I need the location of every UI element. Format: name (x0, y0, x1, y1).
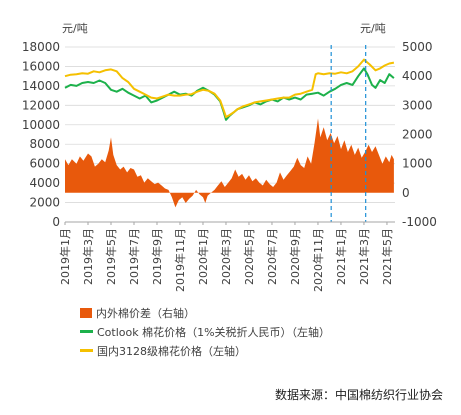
x-tick-label: 2019年9月 (150, 228, 164, 285)
x-tick-label: 2019年1月 (58, 228, 72, 285)
left-tick-label: 12000 (22, 98, 60, 112)
x-tick-label: 2020年7月 (265, 228, 279, 285)
x-tick-label: 2020年11月 (311, 228, 325, 292)
right-tick-label: 3000 (402, 98, 433, 112)
price-spread-area-layer (65, 118, 394, 208)
x-tick-label: 2020年5月 (242, 228, 256, 285)
x-tick-label: 2019年11月 (173, 228, 187, 292)
x-tick-label: 2020年9月 (288, 228, 302, 285)
legend-item-cotlook: Cotlook 棉花价格（1%关税折人民币）（左轴） (80, 323, 330, 342)
legend-swatch-cotlook (80, 330, 93, 333)
legend-label-domestic: 国内3128级棉花价格（左轴） (97, 345, 246, 358)
right-tick-label: -1000 (402, 215, 437, 229)
right-tick-label: 5000 (402, 40, 433, 54)
x-tick-label: 2019年7月 (127, 228, 141, 285)
legend-label-spread: 内外棉价差（右轴） (96, 307, 195, 320)
right-tick-label: 1000 (402, 157, 433, 171)
x-tick-label: 2021年3月 (357, 228, 371, 285)
left-tick-label: 16000 (22, 59, 60, 73)
reference-lines-layer (330, 45, 367, 222)
left-tick-label: 14000 (22, 79, 60, 93)
series-line-domestic (64, 58, 395, 118)
x-tick-label: 2021年1月 (334, 228, 348, 285)
series-area-spread (65, 118, 394, 208)
legend-item-spread: 内外棉价差（右轴） (80, 304, 330, 323)
x-tick-label: 2020年3月 (219, 228, 233, 285)
left-tick-label: 8000 (29, 137, 60, 151)
series-line-cotlook (64, 67, 395, 121)
axis-layer: 0200040006000800010000120001400016000180… (22, 40, 437, 292)
left-tick-label: 2000 (29, 196, 60, 210)
right-axis-unit: 元/吨 (360, 22, 386, 35)
left-tick-label: 6000 (29, 157, 60, 171)
price-lines-layer (64, 58, 395, 121)
left-tick-label: 0 (52, 215, 60, 229)
right-tick-label: 0 (402, 186, 410, 200)
left-axis-unit: 元/吨 (62, 22, 88, 35)
legend-label-cotlook: Cotlook 棉花价格（1%关税折人民币）（左轴） (97, 326, 331, 339)
data-source: 数据来源：中国棉纺织行业协会 (274, 388, 443, 402)
right-tick-label: 2000 (402, 128, 433, 142)
x-tick-label: 2019年5月 (104, 228, 118, 285)
right-tick-label: 4000 (402, 69, 433, 83)
legend-swatch-spread (80, 308, 92, 318)
left-tick-label: 18000 (22, 40, 60, 54)
legend-swatch-domestic (80, 349, 93, 352)
x-tick-label: 2019年3月 (81, 228, 95, 285)
legend: 内外棉价差（右轴） Cotlook 棉花价格（1%关税折人民币）（左轴） 国内3… (80, 304, 330, 361)
legend-item-domestic: 国内3128级棉花价格（左轴） (80, 342, 330, 361)
x-tick-label: 2020年1月 (196, 228, 210, 285)
left-tick-label: 10000 (22, 118, 60, 132)
x-tick-label: 2021年5月 (380, 228, 394, 285)
left-tick-label: 4000 (29, 176, 60, 190)
